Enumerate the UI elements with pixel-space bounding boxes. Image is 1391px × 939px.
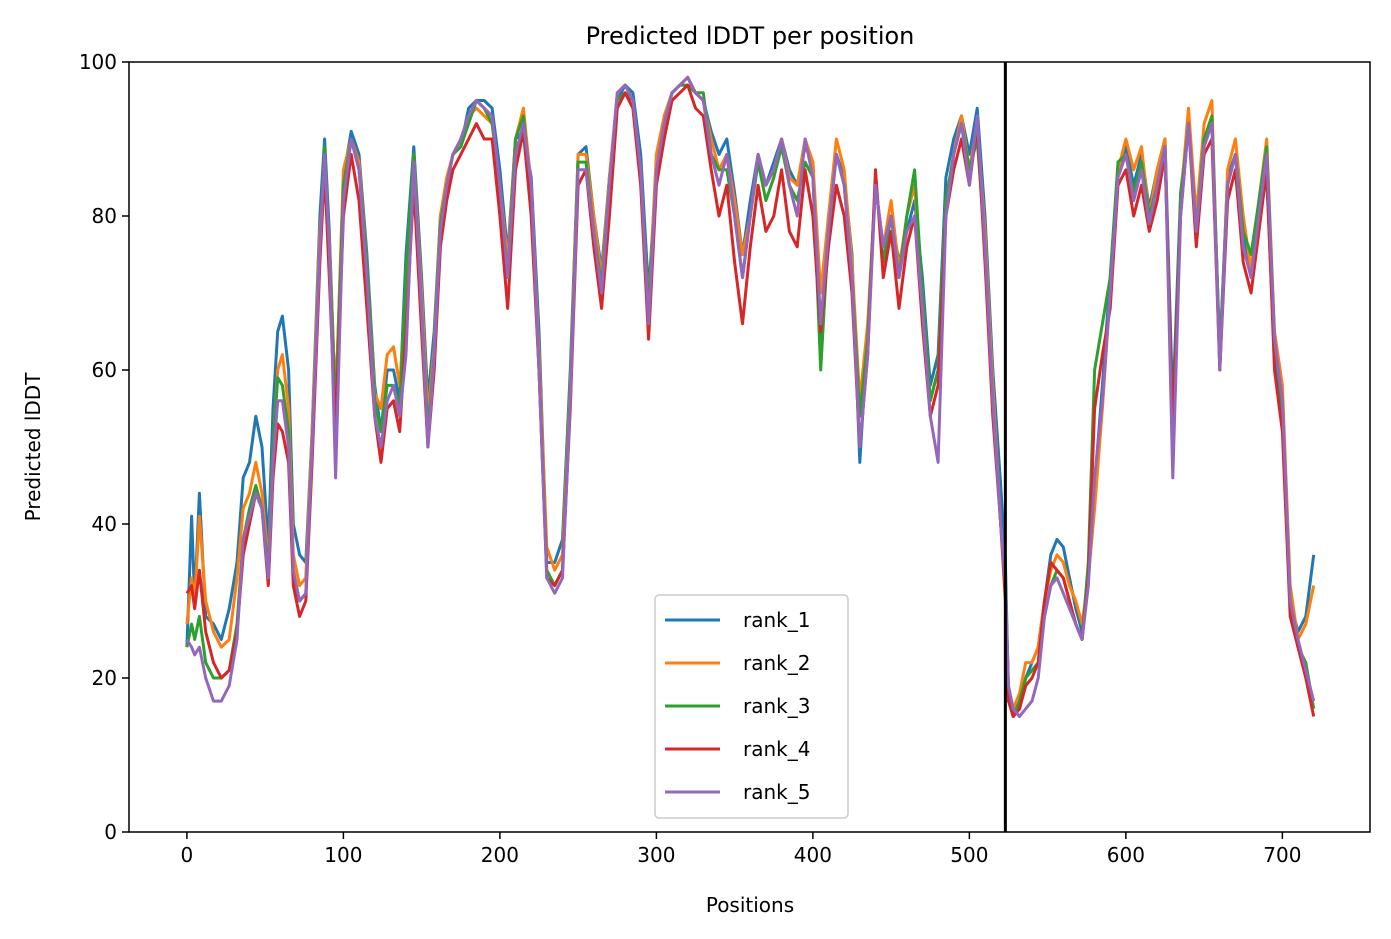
y-tick-label: 100 xyxy=(79,50,117,74)
x-tick-label: 300 xyxy=(637,843,675,867)
plot-frame xyxy=(128,61,1371,833)
legend-box xyxy=(654,594,849,819)
series-line-rank_5 xyxy=(185,75,1316,718)
y-tick-label: 20 xyxy=(92,666,117,690)
y-axis: 0 20 40 60 80 100 xyxy=(79,50,129,844)
x-tick-label: 100 xyxy=(324,843,362,867)
x-tick-label: 200 xyxy=(481,843,519,867)
legend-label: rank_1 xyxy=(743,608,810,632)
y-tick-label: 40 xyxy=(92,512,117,536)
y-tick-label: 60 xyxy=(92,358,117,382)
plot-area xyxy=(128,61,1371,833)
y-axis-title: Predicted lDDT xyxy=(21,372,45,522)
legend-label: rank_2 xyxy=(743,651,810,675)
chart-title: Predicted lDDT per position xyxy=(586,22,915,50)
x-tick-label: 700 xyxy=(1263,843,1301,867)
legend-label: rank_3 xyxy=(743,694,810,718)
series-group xyxy=(185,75,1316,718)
x-tick-label: 0 xyxy=(181,843,194,867)
x-axis-title: Positions xyxy=(706,893,794,917)
legend-label: rank_5 xyxy=(743,780,810,804)
x-tick-label: 400 xyxy=(794,843,832,867)
legend-label: rank_4 xyxy=(743,737,810,761)
legend: rank_1 rank_2 rank_3 rank_4 rank_5 xyxy=(654,594,849,819)
y-tick-label: 80 xyxy=(92,204,117,228)
x-axis: 0 100 200 300 400 500 600 700 xyxy=(181,832,1301,867)
x-tick-label: 600 xyxy=(1107,843,1145,867)
x-tick-label: 500 xyxy=(950,843,988,867)
y-tick-label: 0 xyxy=(104,820,117,844)
